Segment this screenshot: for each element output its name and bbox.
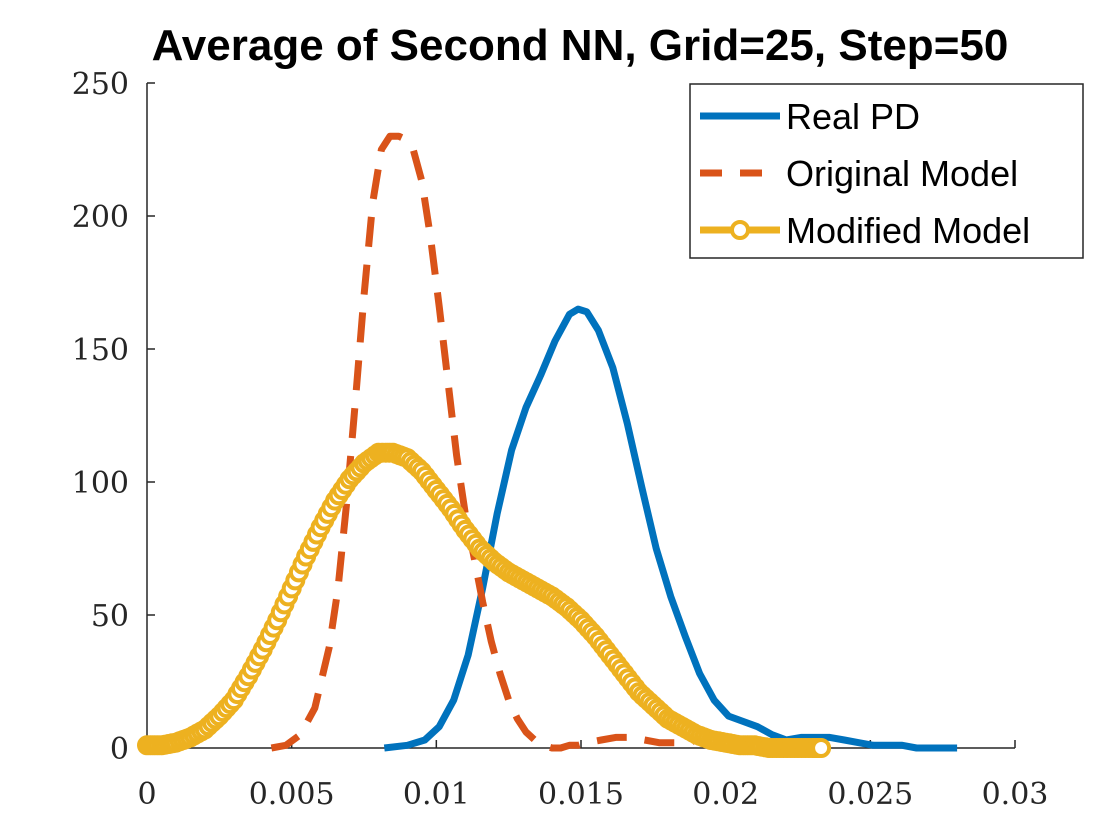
x-tick-label: 0.025 xyxy=(827,777,913,812)
legend-label: Real PD xyxy=(786,96,920,137)
chart-title: Average of Second NN, Grid=25, Step=50 xyxy=(152,21,1009,70)
legend-label: Modified Model xyxy=(786,210,1030,251)
axes: 0 0.005 0.01 0.015 0.02 0.025 0.03 0 50 100 150 200… xyxy=(72,67,1049,812)
y-tick-label: 250 xyxy=(72,67,129,102)
y-tick-label: 150 xyxy=(72,333,129,368)
x-tick-label: 0 xyxy=(137,777,156,812)
legend-marker xyxy=(730,220,750,240)
plot-area xyxy=(137,132,958,758)
series-modified-model xyxy=(137,442,832,758)
x-tick-label: 0.005 xyxy=(249,777,335,812)
data-point xyxy=(811,738,832,758)
y-tick-label: 100 xyxy=(72,466,129,501)
x-tick-label: 0.01 xyxy=(403,777,470,812)
x-tick-label: 0.02 xyxy=(692,777,759,812)
series-line xyxy=(270,132,713,752)
x-tick-label: 0.03 xyxy=(982,777,1049,812)
y-tick-label: 200 xyxy=(72,200,129,235)
y-tick-label: 0 xyxy=(110,732,129,767)
series-real-pd xyxy=(383,305,958,752)
y-tick-label: 50 xyxy=(91,599,129,634)
x-tick-label: 0.015 xyxy=(538,777,624,812)
legend-label: Original Model xyxy=(786,153,1018,194)
series-line xyxy=(383,305,958,752)
series-original-model xyxy=(270,132,713,752)
legend: Real PD Original Model Modified Model xyxy=(689,83,1084,259)
